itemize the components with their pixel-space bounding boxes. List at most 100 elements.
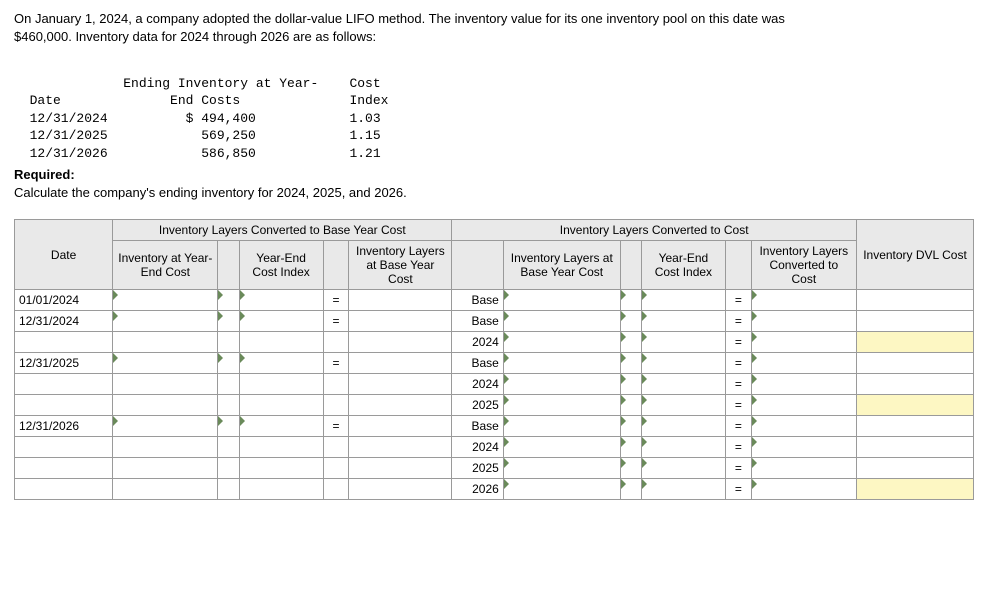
input-idx2[interactable] (641, 374, 725, 395)
input-op2[interactable] (620, 374, 641, 395)
input-op[interactable] (218, 353, 239, 374)
table-row: 2024 = (15, 437, 974, 458)
input-op2[interactable] (620, 311, 641, 332)
cell-dvl (856, 437, 973, 458)
layer-label: Base (452, 290, 503, 311)
input-lbase[interactable] (503, 311, 620, 332)
input-op[interactable] (218, 290, 239, 311)
layer-label: Base (452, 311, 503, 332)
layer-label: 2025 (452, 395, 503, 416)
col-dvl: Inventory DVL Cost (856, 220, 973, 290)
input-conv[interactable] (751, 416, 856, 437)
input-op2[interactable] (620, 395, 641, 416)
input-op2[interactable] (620, 479, 641, 500)
section-right: Inventory Layers Converted to Cost (452, 220, 857, 241)
input-lbase[interactable] (503, 458, 620, 479)
input-conv[interactable] (751, 395, 856, 416)
layer-label: 2024 (452, 332, 503, 353)
input-inv-ye[interactable] (113, 353, 218, 374)
cell-dvl (856, 353, 973, 374)
equals-sign: = (725, 332, 751, 353)
input-idx[interactable] (239, 311, 323, 332)
input-idx[interactable] (239, 290, 323, 311)
cell-dvl (856, 458, 973, 479)
equals-sign: = (725, 416, 751, 437)
input-op2[interactable] (620, 332, 641, 353)
data-table: Ending Inventory at Year- Cost Date End … (14, 57, 980, 162)
row-date: 12/31/2026 (15, 416, 113, 437)
equals-sign: = (725, 458, 751, 479)
input-op2[interactable] (620, 437, 641, 458)
input-op2[interactable] (620, 416, 641, 437)
row-date: 12/31/2024 (15, 311, 113, 332)
layer-label: 2024 (452, 437, 503, 458)
table-row: 2026 = (15, 479, 974, 500)
input-idx2[interactable] (641, 311, 725, 332)
cell-base (349, 353, 452, 374)
table-row: 2024 = (15, 374, 974, 395)
input-lbase[interactable] (503, 395, 620, 416)
layer-label: 2026 (452, 479, 503, 500)
input-op2[interactable] (620, 290, 641, 311)
input-conv[interactable] (751, 332, 856, 353)
equals-sign: = (725, 374, 751, 395)
table-row: 12/31/2025 = Base = (15, 353, 974, 374)
table-row: 01/01/2024 = Base = (15, 290, 974, 311)
cell-dvl (856, 290, 973, 311)
input-op[interactable] (218, 311, 239, 332)
cell-dvl (856, 374, 973, 395)
input-lbase[interactable] (503, 479, 620, 500)
input-conv[interactable] (751, 353, 856, 374)
input-idx2[interactable] (641, 395, 725, 416)
equals-sign: = (323, 353, 349, 374)
prompt-line-1: On January 1, 2024, a company adopted th… (14, 11, 785, 26)
input-lbase[interactable] (503, 290, 620, 311)
required-label: Required: (14, 166, 980, 184)
col-inv-ye: Inventory at Year-End Cost (113, 241, 218, 290)
cell-base (349, 290, 452, 311)
table-row: 2025 = (15, 395, 974, 416)
input-lbase[interactable] (503, 437, 620, 458)
equals-sign: = (323, 311, 349, 332)
input-idx2[interactable] (641, 437, 725, 458)
layer-label: Base (452, 416, 503, 437)
input-idx2[interactable] (641, 353, 725, 374)
input-conv[interactable] (751, 479, 856, 500)
input-idx2[interactable] (641, 458, 725, 479)
cell-dvl-total (856, 479, 973, 500)
input-op2[interactable] (620, 353, 641, 374)
section-left: Inventory Layers Converted to Base Year … (113, 220, 452, 241)
input-idx2[interactable] (641, 290, 725, 311)
input-conv[interactable] (751, 437, 856, 458)
input-idx2[interactable] (641, 332, 725, 353)
input-op[interactable] (218, 416, 239, 437)
input-op2[interactable] (620, 458, 641, 479)
prompt-line-2: $460,000. Inventory data for 2024 throug… (14, 29, 376, 44)
input-idx2[interactable] (641, 416, 725, 437)
equals-sign: = (323, 416, 349, 437)
required-text: Calculate the company's ending inventory… (14, 184, 980, 202)
input-inv-ye[interactable] (113, 416, 218, 437)
input-inv-ye[interactable] (113, 290, 218, 311)
row-date: 01/01/2024 (15, 290, 113, 311)
equals-sign: = (725, 311, 751, 332)
cell-base (349, 416, 452, 437)
layer-label: 2024 (452, 374, 503, 395)
col-base: Inventory Layers at Base Year Cost (349, 241, 452, 290)
input-idx[interactable] (239, 353, 323, 374)
input-conv[interactable] (751, 290, 856, 311)
col-idx2: Year-End Cost Index (641, 241, 725, 290)
input-lbase[interactable] (503, 416, 620, 437)
input-conv[interactable] (751, 311, 856, 332)
cell-dvl-total (856, 395, 973, 416)
input-lbase[interactable] (503, 332, 620, 353)
cell-base (349, 311, 452, 332)
input-lbase[interactable] (503, 353, 620, 374)
input-conv[interactable] (751, 374, 856, 395)
input-idx[interactable] (239, 416, 323, 437)
input-conv[interactable] (751, 458, 856, 479)
table-row: 2024 = (15, 332, 974, 353)
input-idx2[interactable] (641, 479, 725, 500)
input-lbase[interactable] (503, 374, 620, 395)
input-inv-ye[interactable] (113, 311, 218, 332)
